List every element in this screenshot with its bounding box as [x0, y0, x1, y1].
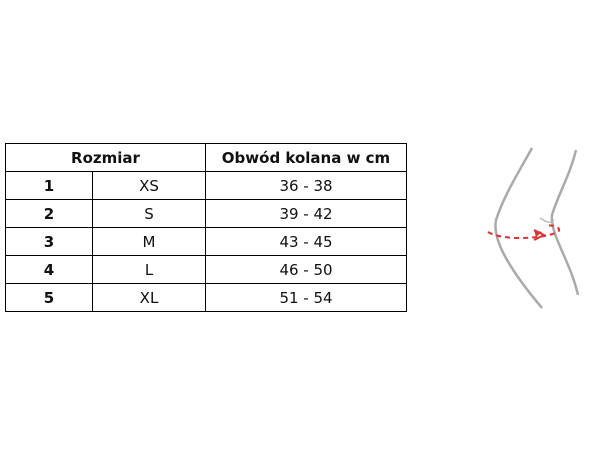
table-cell: 3 — [5, 227, 93, 256]
table-cell: 39 - 42 — [205, 199, 407, 228]
table-row: 1 XS 36 - 38 — [5, 171, 407, 200]
table-cell: XS — [92, 171, 206, 200]
table-cell: 2 — [5, 199, 93, 228]
header-cell: Rozmiar — [5, 143, 206, 172]
table-cell: 46 - 50 — [205, 255, 407, 284]
table-cell: M — [92, 227, 206, 256]
table-cell: L — [92, 255, 206, 284]
table-cell: S — [92, 199, 206, 228]
table-cell: 1 — [5, 171, 93, 200]
table-cell: 5 — [5, 283, 93, 312]
table-cell: 43 - 45 — [205, 227, 407, 256]
table-cell: 4 — [5, 255, 93, 284]
size-table: Rozmiar Obwód kolana w cm 1 XS 36 - 38 2 S 39… — [5, 143, 407, 312]
header-row: Rozmiar Obwód kolana w cm — [5, 143, 407, 172]
table-row: 3 M 43 - 45 — [5, 227, 407, 256]
table-cell: 36 - 38 — [205, 171, 407, 200]
header-cell: Obwód kolana w cm — [205, 143, 407, 172]
table-body: 1 XS 36 - 38 2 S 39 - 42 3 M 43 - 45 4 L 46 - 50 5 XL… — [5, 171, 407, 312]
table-row: 2 S 39 - 42 — [5, 199, 407, 228]
table-cell: 51 - 54 — [205, 283, 407, 312]
table-cell: XL — [92, 283, 206, 312]
knee-illustration — [487, 147, 580, 309]
table-row: 5 XL 51 - 54 — [5, 283, 407, 312]
table-row: 4 L 46 - 50 — [5, 255, 407, 284]
